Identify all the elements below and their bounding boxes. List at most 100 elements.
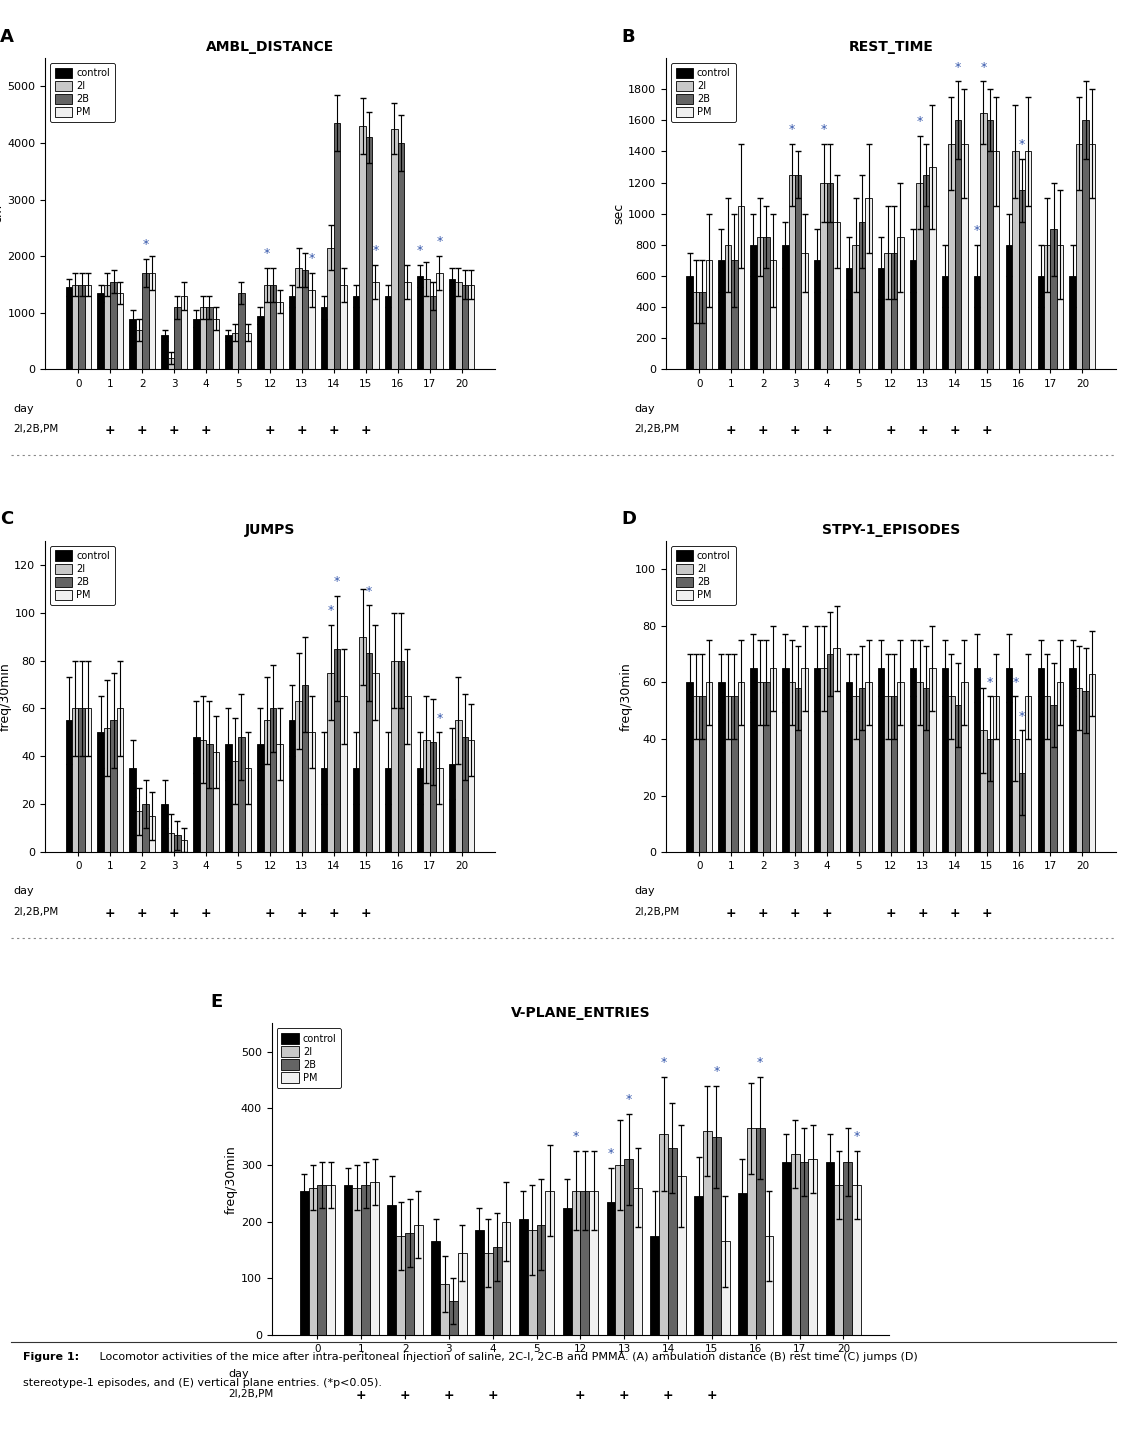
Bar <box>334 649 340 852</box>
Bar <box>718 261 725 370</box>
Bar <box>782 245 789 370</box>
Title: AMBL_DISTANCE: AMBL_DISTANCE <box>206 41 334 54</box>
Bar <box>846 268 852 370</box>
Text: +: + <box>982 907 992 920</box>
Bar <box>318 1185 327 1335</box>
Bar <box>370 1183 379 1335</box>
Bar <box>213 752 219 852</box>
Legend: control, 2I, 2B, PM: control, 2I, 2B, PM <box>671 62 736 122</box>
Bar <box>462 284 468 370</box>
Bar <box>706 261 712 370</box>
Bar <box>909 667 916 852</box>
Bar <box>814 261 820 370</box>
Bar <box>276 302 283 370</box>
Bar <box>571 1190 580 1335</box>
Bar <box>149 817 156 852</box>
Bar <box>340 696 347 852</box>
Text: *: * <box>1019 138 1024 151</box>
Text: 2I,2B,PM: 2I,2B,PM <box>14 907 59 917</box>
Bar <box>257 744 264 852</box>
Text: 2I,2B,PM: 2I,2B,PM <box>14 424 59 434</box>
Bar <box>1050 229 1057 370</box>
Bar <box>820 667 827 852</box>
Bar <box>429 741 436 852</box>
Bar <box>782 667 789 852</box>
Bar <box>65 287 72 370</box>
Bar <box>398 660 405 852</box>
Text: *: * <box>1012 676 1019 689</box>
Text: 2I,2B,PM: 2I,2B,PM <box>635 424 680 434</box>
Bar <box>1076 688 1082 852</box>
Bar <box>309 733 314 852</box>
Bar <box>731 261 737 370</box>
Bar <box>130 769 136 852</box>
Text: +: + <box>296 907 308 920</box>
Bar <box>405 696 410 852</box>
Bar <box>993 151 1000 370</box>
Bar <box>417 276 424 370</box>
Bar <box>929 167 935 370</box>
Bar <box>1005 245 1012 370</box>
Bar <box>136 329 142 370</box>
Bar <box>1038 276 1044 370</box>
Text: D: D <box>621 511 636 528</box>
Bar <box>117 293 123 370</box>
Bar <box>264 284 270 370</box>
Text: *: * <box>366 585 372 598</box>
Text: +: + <box>361 907 371 920</box>
Text: +: + <box>105 424 116 437</box>
Title: V-PLANE_ENTRIES: V-PLANE_ENTRIES <box>511 1006 650 1020</box>
Bar <box>580 1190 589 1335</box>
Bar <box>827 183 833 370</box>
Text: +: + <box>575 1390 586 1403</box>
Bar <box>366 138 372 370</box>
Bar <box>834 1185 843 1335</box>
Text: *: * <box>1019 710 1024 723</box>
Bar <box>309 1188 318 1335</box>
Bar <box>110 721 117 852</box>
Bar <box>833 649 840 852</box>
Text: *: * <box>820 123 827 136</box>
Bar <box>770 667 777 852</box>
Bar <box>180 840 187 852</box>
Bar <box>677 1177 685 1335</box>
Bar <box>225 335 232 370</box>
Bar <box>360 126 366 370</box>
Bar <box>897 682 904 852</box>
Bar <box>948 696 955 852</box>
Bar <box>295 701 302 852</box>
Title: REST_TIME: REST_TIME <box>849 41 933 54</box>
Text: +: + <box>619 1390 630 1403</box>
Bar <box>295 267 302 370</box>
Bar <box>476 1230 483 1335</box>
Text: +: + <box>822 907 832 920</box>
Bar <box>615 1165 624 1335</box>
Text: +: + <box>757 907 769 920</box>
Bar <box>213 319 219 370</box>
Bar <box>789 174 795 370</box>
Text: C: C <box>0 511 14 528</box>
Bar <box>1012 739 1019 852</box>
Bar <box>1089 144 1095 370</box>
Text: day: day <box>229 1370 249 1380</box>
Bar <box>353 769 360 852</box>
Y-axis label: freq/30min: freq/30min <box>225 1145 238 1213</box>
Bar <box>168 833 175 852</box>
Bar <box>890 696 897 852</box>
Bar <box>502 1222 511 1335</box>
Text: day: day <box>14 403 34 414</box>
Bar <box>1019 190 1024 370</box>
Bar <box>942 276 948 370</box>
Bar <box>1044 245 1050 370</box>
Text: *: * <box>142 238 149 251</box>
Bar <box>929 667 935 852</box>
Text: *: * <box>309 252 314 266</box>
Bar <box>193 319 199 370</box>
Bar <box>362 1185 370 1335</box>
Bar <box>449 1302 458 1335</box>
Bar <box>340 284 347 370</box>
Bar <box>916 183 923 370</box>
Bar <box>1082 691 1089 852</box>
Bar <box>721 1242 729 1335</box>
Bar <box>372 281 379 370</box>
